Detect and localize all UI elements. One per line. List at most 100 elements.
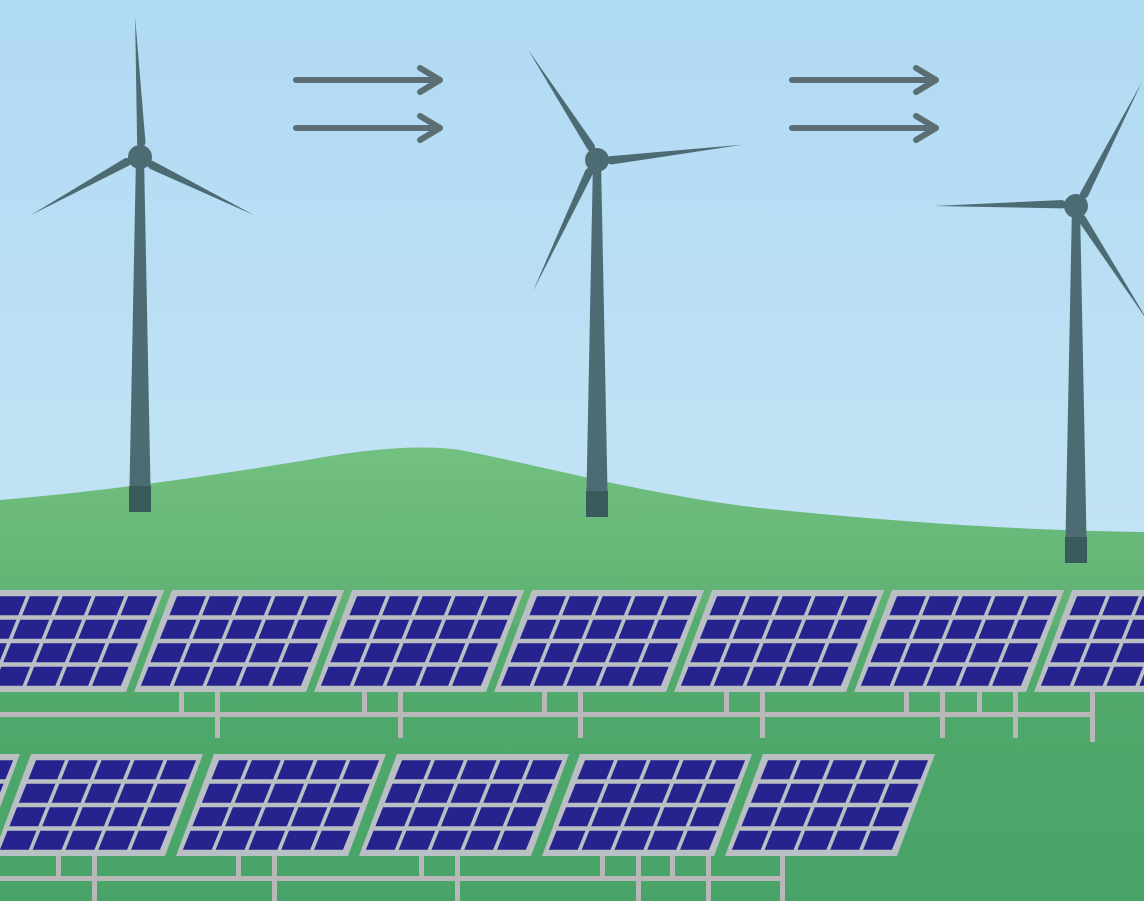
solar-cell	[419, 666, 456, 686]
solar-cell	[516, 783, 553, 803]
solar-cell	[566, 666, 604, 686]
solar-cell	[581, 830, 619, 850]
solar-cell	[585, 619, 623, 639]
solar-cell	[272, 666, 309, 686]
solar-cell	[384, 783, 422, 803]
solar-cell	[291, 619, 328, 639]
solar-cell	[169, 596, 206, 616]
solar-cell	[248, 643, 286, 663]
solar-panel-icon	[0, 754, 203, 856]
solar-cell	[386, 666, 424, 686]
solar-cell	[159, 760, 197, 780]
solar-cell	[831, 619, 868, 639]
solar-cell	[529, 596, 566, 616]
solar-cell	[954, 596, 992, 616]
solar-cell	[192, 619, 230, 639]
solar-cell	[506, 807, 544, 827]
rack-leg	[272, 852, 277, 901]
solar-cell	[675, 760, 713, 780]
solar-cell	[797, 830, 835, 850]
solar-cell	[627, 596, 665, 616]
solar-cell	[375, 807, 412, 827]
solar-cell	[594, 596, 632, 616]
solar-cell	[131, 830, 168, 850]
solar-cell	[1001, 643, 1039, 663]
solar-cell	[633, 783, 671, 803]
turbine-tower	[129, 157, 151, 512]
solar-cell	[0, 596, 26, 616]
solar-cell	[632, 666, 669, 686]
solar-cell	[1020, 596, 1058, 616]
solar-cell	[699, 619, 737, 639]
solar-cell	[577, 760, 614, 780]
wind-turbines	[30, 17, 1144, 563]
solar-cell	[1083, 643, 1120, 663]
solar-cell	[248, 830, 286, 850]
solar-cell	[267, 596, 305, 616]
turbine-hub	[585, 148, 609, 172]
solar-cell	[558, 807, 595, 827]
solar-cell	[480, 596, 518, 616]
solar-cell	[863, 830, 900, 850]
solar-cell	[1092, 619, 1130, 639]
turbine-tower	[586, 160, 608, 517]
solar-cell	[201, 783, 239, 803]
solar-cell	[126, 760, 164, 780]
rack-leg	[670, 854, 675, 880]
solar-cell	[656, 807, 694, 827]
solar-cell	[257, 807, 295, 827]
solar-cell	[12, 619, 50, 639]
turbine-blade	[30, 157, 141, 216]
solar-cell	[839, 807, 877, 827]
solar-cell	[431, 830, 469, 850]
solar-cell	[281, 643, 319, 663]
solar-cell	[353, 666, 391, 686]
solar-cell	[618, 619, 655, 639]
solar-cell	[394, 760, 431, 780]
solar-cell	[74, 807, 112, 827]
turbine-blade	[1076, 206, 1144, 316]
solar-panel-icon	[134, 590, 344, 692]
turbine-tower-base	[1065, 537, 1087, 563]
solar-panel-field	[0, 590, 1144, 901]
solar-cell	[290, 807, 328, 827]
solar-cell	[879, 619, 917, 639]
solar-cell	[600, 783, 638, 803]
solar-cell	[779, 666, 816, 686]
solar-cell	[0, 619, 17, 639]
solar-cell	[641, 643, 679, 663]
rack-leg	[706, 852, 711, 901]
solar-cell	[690, 643, 727, 663]
solar-cell	[447, 596, 485, 616]
solar-cell	[840, 596, 878, 616]
solar-panel-icon	[542, 754, 752, 856]
solar-cell	[959, 666, 996, 686]
solar-cell	[806, 807, 844, 827]
solar-cell	[461, 643, 499, 663]
solar-cell	[746, 666, 784, 686]
solar-cell	[300, 596, 338, 616]
solar-cell	[300, 783, 337, 803]
solar-cell	[713, 666, 751, 686]
solar-cell	[35, 643, 73, 663]
rack-leg	[419, 854, 424, 880]
rack-leg	[215, 688, 220, 738]
solar-cell	[1106, 666, 1144, 686]
solar-cell	[483, 783, 520, 803]
rack-leg	[56, 854, 61, 880]
solar-cell	[349, 596, 386, 616]
solar-cell	[708, 760, 746, 780]
turbine-tower	[1065, 206, 1087, 563]
solar-cell	[101, 643, 139, 663]
turbine-hub	[128, 145, 152, 169]
solar-cell	[548, 830, 586, 850]
solar-cell	[849, 783, 886, 803]
wind-arrow-icon	[293, 65, 443, 143]
solar-cell	[858, 760, 896, 780]
solar-cell	[608, 643, 646, 663]
rack-leg	[398, 688, 403, 738]
solar-cell	[206, 666, 244, 686]
solar-cell	[471, 619, 508, 639]
solar-cell	[320, 666, 358, 686]
wind-arrow-icon	[789, 65, 939, 143]
